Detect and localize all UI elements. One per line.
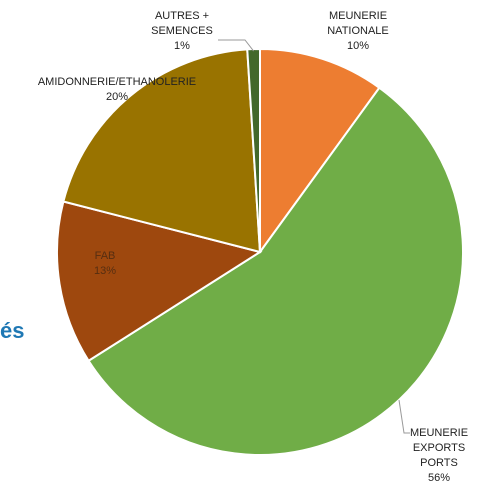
pie-slice-meunerie-nationale bbox=[259, 47, 381, 256]
label-exports-pct: 56% bbox=[427, 472, 451, 484]
label-fab-pct: 13% bbox=[93, 265, 117, 277]
label-amidonnerie-ethanolerie: AMIDONNERIE/ETHANOLERIE 20% bbox=[12, 75, 222, 105]
label-autres-line-2: SEMENCES bbox=[151, 25, 213, 37]
label-autres-line-1: AUTRES + bbox=[154, 10, 210, 22]
label-exports-line-2: EXPORTS bbox=[412, 442, 466, 454]
label-fab: FAB 13% bbox=[70, 249, 140, 279]
label-amidonnerie-pct: 20% bbox=[105, 91, 129, 103]
label-fab-line-1: FAB bbox=[94, 250, 116, 262]
label-exports-line-3: PORTS bbox=[420, 457, 458, 469]
label-meunerie-nationale: MEUNERIE NATIONALE 10% bbox=[298, 9, 418, 54]
pie-slice-fab bbox=[56, 200, 263, 363]
pie-slice-amidonnerie bbox=[62, 48, 262, 254]
label-autres-pct: 1% bbox=[174, 40, 190, 52]
leader-line-autres bbox=[218, 39, 254, 52]
pie-slice-autres bbox=[246, 47, 261, 253]
label-meunerie-nationale-pct: 10% bbox=[346, 40, 370, 52]
label-exports-line-1: MEUNERIE bbox=[409, 427, 469, 439]
pie-slice-exports bbox=[87, 86, 464, 456]
leader-line-exports bbox=[398, 399, 410, 434]
label-amidonnerie-line-1: AMIDONNERIE/ETHANOLERIE bbox=[37, 76, 197, 88]
label-meunerie-nationale-line-1: MEUNERIE bbox=[328, 10, 388, 22]
label-meunerie-nationale-line-2: NATIONALE bbox=[327, 25, 389, 37]
partial-heading-text: és bbox=[0, 318, 25, 343]
label-meunerie-exports-ports: MEUNERIE EXPORTS PORTS 56% bbox=[398, 426, 480, 486]
label-autres-semences: AUTRES + SEMENCES 1% bbox=[140, 9, 224, 54]
